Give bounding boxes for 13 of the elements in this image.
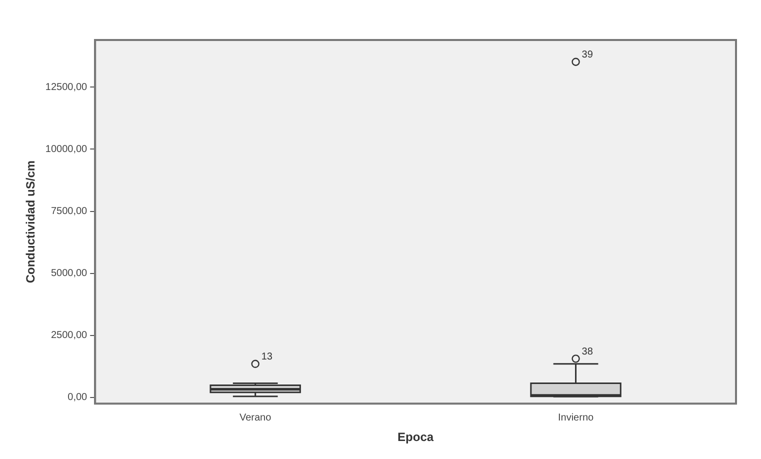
y-tick-label: 10000,00 <box>45 144 88 155</box>
y-axis-title: Conductividad uS/cm <box>24 160 38 284</box>
y-tick-label: 12500,00 <box>45 82 88 93</box>
annotation: 38 <box>582 346 594 358</box>
x-axis-title: Epoca <box>398 430 434 444</box>
annotation: 13 <box>261 352 273 363</box>
x-tick-label: Invierno <box>558 412 594 424</box>
y-tick-label: 7500,00 <box>50 206 88 217</box>
y-tick-label: 2500,00 <box>50 330 88 342</box>
y-tick-label: 0,00 <box>68 392 88 404</box>
x-tick-label: Verano <box>239 412 272 424</box>
annotation: 39 <box>582 50 594 61</box>
y-tick-label: 5000,00 <box>50 268 88 280</box>
